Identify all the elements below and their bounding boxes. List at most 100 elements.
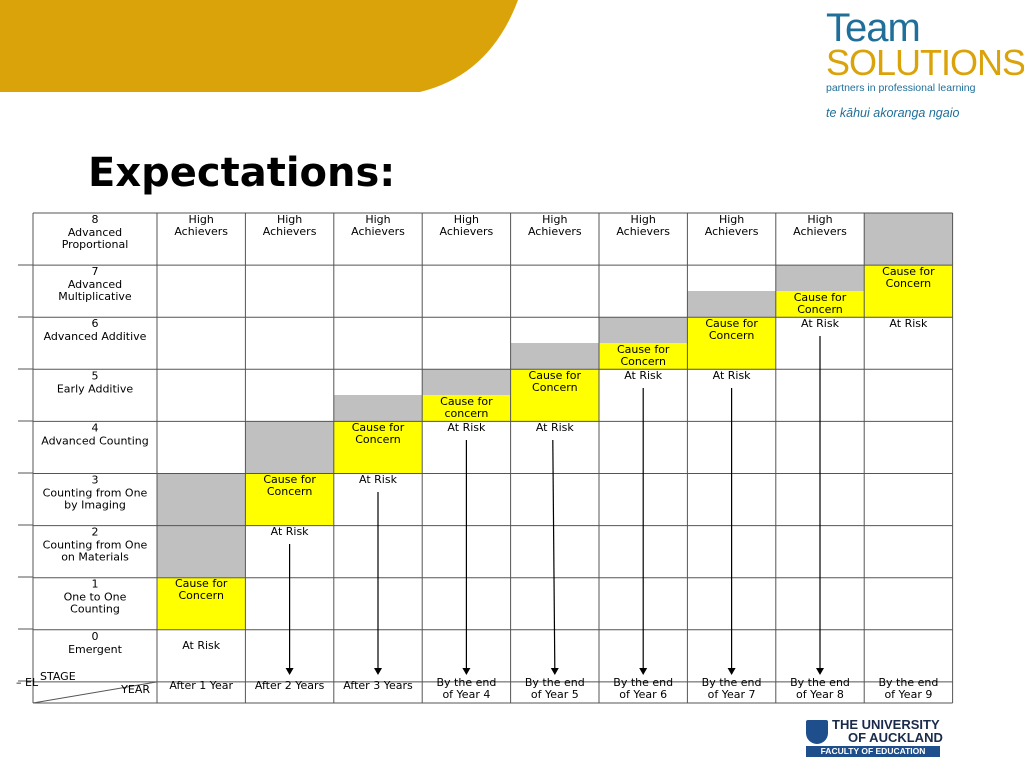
down-arrow-head: [727, 668, 736, 675]
cause-for-concern-label: Concern: [620, 355, 666, 368]
cause-for-concern-label: Cause for: [352, 421, 405, 434]
stage-name: Emergent: [68, 643, 122, 656]
cause-for-concern-cell: [687, 317, 776, 370]
cause-for-concern-cell: [245, 473, 334, 526]
high-achievers-label: Achievers: [440, 225, 494, 238]
down-arrow-head: [285, 668, 294, 675]
year-label: After 2 Years: [255, 679, 325, 692]
shaded-cell: [333, 395, 423, 422]
header-gold-shape: [0, 0, 518, 92]
stage-name: Multiplicative: [58, 290, 132, 303]
stage-name: Advanced Additive: [44, 330, 147, 343]
high-achievers-label: High: [542, 213, 567, 226]
cause-for-concern-label: Concern: [709, 329, 755, 342]
shaded-cell: [245, 421, 334, 474]
shaded-cell: [775, 265, 865, 292]
at-risk-label: At Risk: [447, 421, 486, 434]
high-achievers-label: High: [189, 213, 214, 226]
stage-name: Proportional: [62, 238, 129, 251]
university-name-line2: OF AUCKLAND: [848, 730, 943, 745]
high-achievers-label: Achievers: [705, 225, 759, 238]
cause-for-concern-label: Concern: [355, 433, 401, 446]
stage-name: Counting from One: [43, 539, 148, 552]
cause-for-concern-label: Concern: [178, 589, 224, 602]
stage-number: 1: [92, 578, 99, 591]
cause-for-concern-label: Concern: [886, 277, 932, 290]
high-achievers-label: High: [365, 213, 390, 226]
cause-for-concern-cell: [864, 265, 953, 318]
stage-name: Advanced Counting: [41, 434, 149, 447]
at-risk-label: At Risk: [624, 369, 663, 382]
stage-number: 3: [92, 474, 99, 487]
year-label: By the end: [436, 676, 496, 689]
year-label: After 3 Years: [343, 679, 413, 692]
year-label: By the end: [613, 676, 673, 689]
high-achievers-label: Achievers: [616, 225, 670, 238]
cause-for-concern-label: Cause for: [175, 577, 228, 590]
team-solutions-logo: Team SOLUTIONS partners in professional …: [826, 8, 1024, 120]
high-achievers-label: Achievers: [351, 225, 405, 238]
high-achievers-label: Achievers: [528, 225, 582, 238]
cause-for-concern-label: Cause for: [263, 473, 316, 486]
cause-for-concern-cell: [333, 421, 423, 474]
slide-title: Expectations:: [88, 150, 396, 196]
cause-for-concern-cell: [157, 577, 246, 629]
cause-for-concern-cell: [775, 291, 865, 318]
at-risk-label: At Risk: [889, 317, 928, 330]
shaded-cell: [687, 291, 776, 318]
cause-for-concern-label: Concern: [797, 303, 843, 316]
at-risk-label: At Risk: [713, 369, 752, 382]
stage-name: Early Additive: [57, 382, 134, 395]
at-risk-label: At Risk: [271, 525, 310, 538]
down-arrow-shaft: [552, 439, 556, 669]
cause-for-concern-label: Cause for: [617, 343, 670, 356]
at-risk-label: At Risk: [801, 317, 840, 330]
cause-for-concern-label: Cause for: [529, 369, 582, 382]
stage-number: 0: [92, 630, 99, 643]
logo-maori-tagline: te kāhui akoranga ngaio: [826, 106, 960, 120]
year-label: By the end: [525, 676, 585, 689]
year-label: By the end: [878, 676, 938, 689]
stage-name: Counting: [70, 603, 120, 616]
year-label: of Year 6: [619, 688, 667, 701]
year-label: After 1 Year: [169, 679, 233, 692]
logo-tagline: partners in professional learning: [826, 82, 976, 94]
stage-name: Counting from One: [43, 487, 148, 500]
high-achievers-label: Achievers: [263, 225, 317, 238]
cause-for-concern-label: Cause for: [794, 291, 847, 304]
cause-for-concern-label: Cause for: [705, 317, 758, 330]
high-achievers-label: Achievers: [174, 225, 228, 238]
stage-number: 6: [92, 317, 99, 330]
cause-for-concern-label: Concern: [267, 485, 313, 498]
year-label: By the end: [790, 676, 850, 689]
cause-for-concern-cell: [422, 395, 511, 422]
cause-for-concern-label: concern: [444, 407, 488, 420]
down-arrow-head: [462, 668, 471, 675]
shaded-cell: [864, 213, 953, 266]
high-achievers-label: High: [807, 213, 832, 226]
year-label: of Year 9: [884, 688, 932, 701]
high-achievers-label: High: [719, 213, 744, 226]
at-risk-label: At Risk: [359, 473, 398, 486]
corner-stage-label: STAGE: [40, 670, 76, 683]
cause-for-concern-label: Cause for: [440, 395, 493, 408]
high-achievers-label: High: [277, 213, 302, 226]
stage-name: Advanced: [68, 278, 122, 291]
stage-name: on Materials: [61, 551, 129, 564]
year-label: of Year 8: [796, 688, 844, 701]
down-arrow-head: [639, 668, 648, 675]
stage-number: 5: [92, 369, 99, 382]
year-label: of Year 5: [531, 688, 579, 701]
logo-solutions-text: SOLUTIONS: [826, 42, 1024, 83]
stage-number: 4: [92, 421, 99, 434]
stage-number: 8: [92, 213, 99, 226]
down-arrow-head: [816, 668, 824, 675]
shaded-cell: [157, 473, 246, 577]
high-achievers-label: High: [631, 213, 656, 226]
stage-name: One to One: [64, 591, 127, 604]
corner-diagonal: [32, 681, 158, 704]
year-label: By the end: [702, 676, 762, 689]
year-label: of Year 7: [708, 688, 756, 701]
stage-name: by Imaging: [64, 499, 126, 512]
